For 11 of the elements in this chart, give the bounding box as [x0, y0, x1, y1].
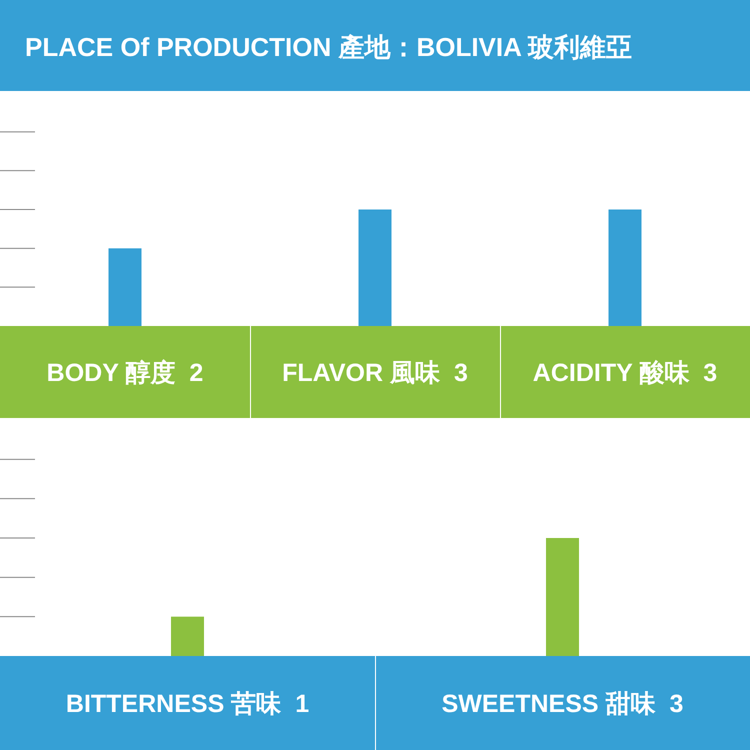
data-label: 3: [703, 359, 718, 387]
chart-title: PLACE Of PRODUCTION 產地：BOLIVIA 玻利維亞: [25, 32, 632, 62]
x-tick-label: BODY 醇度: [46, 359, 176, 387]
x-tick-label: ACIDITY 酸味: [532, 359, 690, 387]
x-tick-label: FLAVOR 風味: [282, 359, 441, 387]
data-label: 1: [295, 690, 310, 718]
data-label: 2: [189, 359, 204, 387]
data-label: 3: [454, 359, 468, 387]
x-tick-label: SWEETNESS 甜味: [442, 690, 656, 718]
data-label: 3: [670, 690, 684, 718]
x-tick-label: BITTERNESS 苦味: [66, 690, 282, 718]
